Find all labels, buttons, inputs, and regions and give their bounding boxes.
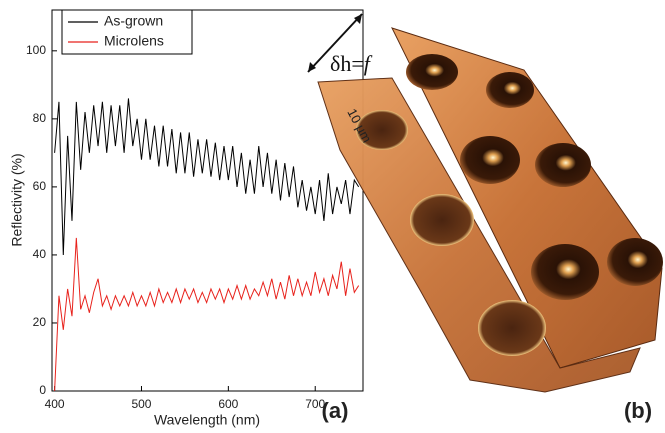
well — [406, 54, 458, 90]
y-tick-label: 60 — [33, 179, 47, 193]
y-tick-label: 80 — [33, 111, 47, 125]
x-tick-label: 500 — [131, 397, 151, 411]
panel-label-b: (b) — [624, 398, 652, 423]
plot-frame — [52, 10, 363, 391]
well — [535, 143, 591, 187]
y-tick-label: 40 — [33, 247, 47, 261]
well — [486, 72, 534, 108]
series-line — [55, 238, 359, 391]
y-tick-label: 0 — [39, 383, 46, 397]
microlens-image: δh=f 10 µm (b) — [308, 14, 663, 423]
chart-a: Wavelength (nm) Reflectivity (%) (a) 400… — [9, 10, 363, 428]
plot-area — [55, 98, 359, 391]
legend-label: As-grown — [104, 13, 163, 29]
legend-label: Microlens — [104, 33, 164, 49]
well — [607, 238, 663, 286]
x-axis-title: Wavelength (nm) — [154, 412, 260, 428]
x-tick-label: 400 — [45, 397, 65, 411]
series-line — [55, 98, 359, 254]
x-tick-label: 700 — [305, 397, 325, 411]
lens — [410, 194, 474, 246]
y-tick-label: 20 — [33, 315, 47, 329]
y-tick-label: 100 — [26, 43, 46, 57]
annotation-text: δh= — [330, 51, 364, 76]
well — [531, 244, 599, 300]
panel-label: (a) — [322, 398, 349, 423]
lens — [478, 300, 546, 356]
y-axis-title: Reflectivity (%) — [9, 153, 25, 246]
x-tick-label: 600 — [218, 397, 238, 411]
well — [460, 136, 520, 184]
figure: Wavelength (nm) Reflectivity (%) (a) 400… — [0, 0, 665, 433]
height-annotation: δh=f — [330, 51, 373, 76]
annotation-variable: f — [364, 51, 373, 76]
